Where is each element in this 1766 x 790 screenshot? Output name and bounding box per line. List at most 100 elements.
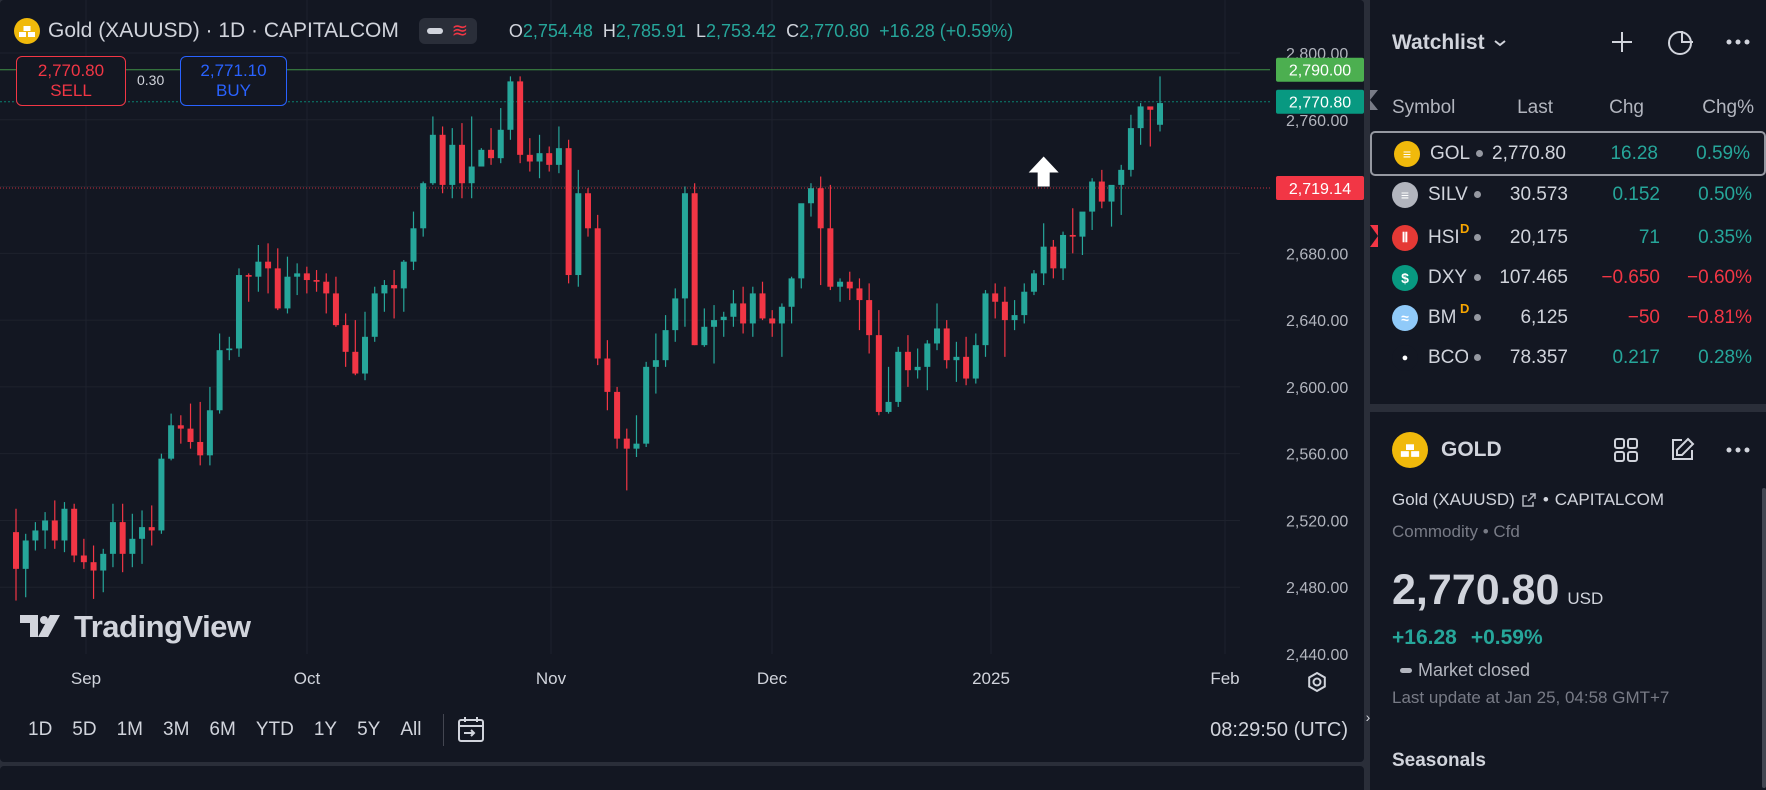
detail-symbol[interactable]: GOLD — [1441, 438, 1502, 461]
column-last[interactable]: Last — [1517, 97, 1553, 118]
candle-body — [342, 325, 349, 352]
candle-body — [584, 193, 592, 229]
candle-body — [526, 154, 533, 162]
candle-body — [827, 228, 834, 287]
detail-change-abs: +16.28 — [1392, 626, 1457, 649]
high-value: 2,785.91 — [615, 20, 686, 41]
status-dot-icon — [1474, 274, 1481, 281]
sell-price: 2,770.80 — [37, 61, 105, 81]
candle-body — [575, 193, 582, 276]
column-symbol[interactable]: Symbol — [1392, 97, 1456, 118]
add-symbol-icon[interactable] — [1608, 28, 1636, 56]
red-flag-icon[interactable] — [1370, 225, 1378, 247]
sell-label: SELL — [50, 81, 92, 100]
watchlist-row[interactable]: ≈ BM D 6,125 −50 −0.81% — [1370, 295, 1766, 340]
candle-body — [730, 303, 737, 317]
period-5d[interactable]: 5D — [72, 719, 97, 740]
layout-grid-icon[interactable] — [1612, 436, 1640, 464]
calendar-goto-icon[interactable] — [456, 715, 486, 745]
candle-body — [672, 298, 679, 331]
y-tick-label: 2,600.00 — [1286, 380, 1348, 397]
high-key: H — [602, 20, 616, 41]
chart-title[interactable]: Gold (XAUUSD) · 1D · CAPITALCOM — [48, 19, 399, 42]
more-options-icon[interactable] — [1724, 28, 1752, 56]
column-chg-percent[interactable]: Chg% — [1702, 97, 1754, 118]
seasonals-heading[interactable]: Seasonals — [1392, 750, 1486, 771]
watchlist-row[interactable]: ● BCO 78.357 0.217 0.28% — [1370, 335, 1766, 380]
period-1m[interactable]: 1M — [116, 719, 143, 740]
period-1y[interactable]: 1Y — [313, 719, 338, 740]
buy-button[interactable]: 2,771.10 BUY — [180, 56, 287, 106]
x-tick-label: Sep — [71, 669, 101, 688]
candle-body — [226, 348, 233, 351]
separator-dot: • — [1542, 490, 1549, 509]
chart-mode-toggle[interactable]: ≋ — [418, 18, 477, 44]
candle-body — [488, 149, 495, 159]
row-symbol: BCO — [1428, 346, 1468, 368]
candle-body — [749, 293, 756, 324]
close-value: 2,770.80 — [799, 20, 870, 41]
period-1d[interactable]: 1D — [28, 719, 53, 740]
utc-clock[interactable]: 08:29:50 (UTC) — [1210, 718, 1348, 741]
sell-button[interactable]: 2,770.80 SELL — [16, 56, 126, 106]
more-options-icon[interactable] — [1724, 436, 1752, 464]
bottom-panel[interactable] — [0, 766, 1364, 790]
tradingview-watermark: TradingView — [20, 609, 251, 645]
delayed-badge: D — [1460, 301, 1470, 316]
symbol-logo-icon: ≈ — [1392, 304, 1418, 331]
candle-body — [284, 276, 291, 309]
candle-body — [1001, 301, 1008, 321]
period-all[interactable]: All — [400, 719, 422, 740]
gear-icon[interactable] — [1304, 669, 1330, 695]
candle-body — [362, 336, 369, 374]
status-dot-icon — [1474, 354, 1481, 361]
candle-body — [711, 320, 718, 327]
watchlist-header: Watchlist — [1370, 0, 1766, 86]
detail-exchange[interactable]: CAPITALCOM — [1554, 490, 1665, 509]
price-tag — [1276, 175, 1364, 200]
candle-body — [420, 183, 427, 229]
row-change: −0.650 — [1601, 266, 1660, 288]
candle-body — [109, 522, 116, 554]
row-change-percent: 0.50% — [1698, 183, 1752, 205]
column-chg[interactable]: Chg — [1609, 97, 1644, 118]
watchlist-row[interactable]: $ DXY 107.465 −0.650 −0.60% — [1370, 255, 1766, 300]
candle-body — [623, 438, 630, 449]
external-link-icon[interactable] — [1521, 492, 1537, 508]
watchlist-row[interactable]: Ⅱ HSI D 20,175 71 0.35% — [1370, 215, 1766, 260]
candle-body — [129, 538, 136, 554]
chevron-right-icon[interactable]: › — [1365, 709, 1371, 725]
candle-body — [1147, 106, 1154, 110]
watchlist-row[interactable]: ≡ SILVER 30.573 0.152 0.50% — [1370, 172, 1766, 217]
flag-icon[interactable] — [1370, 90, 1378, 110]
detail-name-text[interactable]: Gold (XAUUSD) — [1392, 490, 1515, 509]
row-change-percent: −0.81% — [1687, 306, 1752, 328]
candle-body — [255, 261, 262, 277]
period-ytd[interactable]: YTD — [255, 719, 294, 740]
candle-body — [391, 285, 398, 289]
watchlist-row[interactable]: ≡ GOLD 2,770.80 16.28 0.59% — [1370, 131, 1766, 176]
chart-pane[interactable]: 2,440.00 2,480.00 2,520.00 2,560.00 2,600.00… — [0, 0, 1364, 762]
candle-body — [168, 425, 175, 459]
period-5y[interactable]: 5Y — [357, 719, 381, 740]
detail-price-value: 2,770.80 — [1392, 566, 1560, 614]
low-key: L — [696, 20, 707, 41]
edit-note-icon[interactable] — [1668, 436, 1696, 464]
status-dot-icon — [1476, 150, 1483, 157]
toolbar-divider — [443, 714, 445, 746]
scrollbar[interactable] — [1762, 488, 1766, 788]
period-6m[interactable]: 6M — [209, 719, 236, 740]
candle-body — [313, 280, 320, 282]
candle-body — [51, 520, 58, 541]
detail-price: 2,770.80 USD — [1392, 566, 1603, 615]
candle-body — [323, 281, 330, 294]
watchlist-selector[interactable]: Watchlist — [1392, 31, 1507, 55]
pie-chart-icon[interactable] — [1666, 28, 1694, 56]
period-3m[interactable]: 3M — [163, 719, 190, 740]
candle-body — [788, 278, 795, 307]
candle-body — [1040, 246, 1047, 274]
price-chart[interactable]: 2,440.00 2,480.00 2,520.00 2,560.00 2,600.00… — [0, 0, 1364, 700]
candle-body — [1156, 103, 1164, 125]
market-status: Market closed — [1400, 660, 1530, 681]
candle-body — [332, 293, 339, 326]
